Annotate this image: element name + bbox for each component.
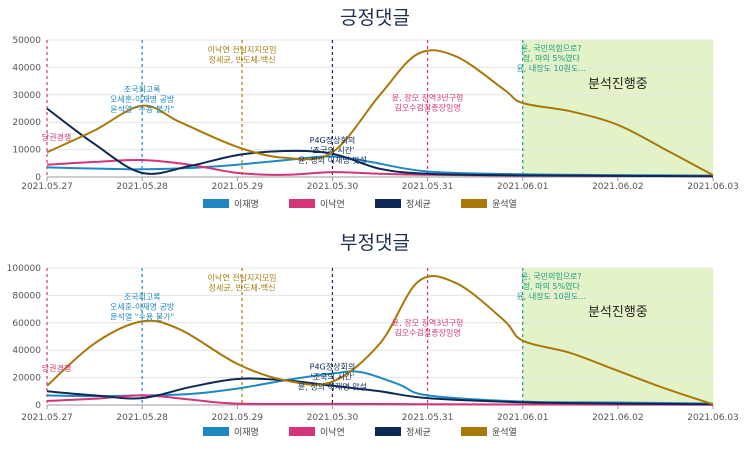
event-annotation-line: 오세훈-이재명 공방 <box>110 94 175 104</box>
series-line-정세균 <box>46 377 714 406</box>
event-annotation-line: 오세훈-이재명 공방 <box>110 302 175 312</box>
event-annotation-line: '조국의 시간' <box>311 371 355 381</box>
x-tick-label: 2021.05.30 <box>307 413 359 423</box>
event-annotation: 윤, 국민의힘으로? 정, 마의 5%였다 윤, 내장도 10원도... <box>516 271 586 301</box>
event-annotation-line: 조국회고록 <box>124 85 161 94</box>
x-tick-label: 2021.05.27 <box>21 182 73 192</box>
event-annotation: 윤, 국민의힘으로? 정, 마의 5%였다 윤, 내장도 10원도... <box>516 43 586 73</box>
event-annotation-line: 김오수검찰총장임명 <box>394 102 460 112</box>
event-annotation-line: P4G정상회의 <box>310 135 356 145</box>
y-tick-label: 0 <box>35 401 41 411</box>
x-tick-label: 2021.05.29 <box>212 413 264 423</box>
legend-label: 정세균 <box>406 427 431 438</box>
legend-label: 이낙연 <box>320 427 345 438</box>
event-annotation-line: 정세균, 반도체-백신 <box>209 282 276 292</box>
legend-label: 윤석열 <box>492 199 517 210</box>
x-tick-label: 2021.05.29 <box>212 182 264 192</box>
event-annotation-line: '조국의 시간' <box>311 145 355 155</box>
legend-label: 이재명 <box>234 427 259 438</box>
event-annotation: P4G정상회의 '조국의 시간' 윤, 정의 이재명 맞설 <box>298 135 367 165</box>
series-line-이낙연 <box>46 394 714 406</box>
legend-swatch <box>375 427 401 436</box>
legend-label: 이낙연 <box>320 199 345 210</box>
y-tick-label: 0 <box>35 173 41 183</box>
x-tick-label: 2021.05.31 <box>402 413 454 423</box>
legend-swatch <box>203 427 229 436</box>
event-annotation-line: 윤, 정의 이재명 맞설 <box>298 155 367 165</box>
x-tick-label: 2021.06.03 <box>687 182 739 192</box>
event-annotation-line: 당권경쟁 <box>42 132 71 142</box>
event-annotation: P4G정상회의 '조국의 시간' 윤, 정의 이재명 맞설 <box>298 361 367 391</box>
shade-label: 분석진행중 <box>588 304 648 320</box>
legend-swatch <box>461 199 487 208</box>
x-tick-label: 2021.06.02 <box>592 413 644 423</box>
x-tick-label: 2021.05.30 <box>307 182 359 192</box>
x-tick-label: 2021.06.02 <box>592 182 644 192</box>
legend-swatch <box>375 199 401 208</box>
y-tick-label: 40000 <box>12 63 41 73</box>
event-annotation-line: 윤, 내장도 10원도... <box>516 291 586 301</box>
event-annotation-line: 정, 마의 5%였다 <box>523 281 581 291</box>
x-tick-label: 2021.06.03 <box>687 413 739 423</box>
x-tick-label: 2021.06.01 <box>497 182 549 192</box>
event-annotation-line: 윤, 국민의힘으로? <box>521 43 582 53</box>
legend-label: 정세균 <box>406 199 431 210</box>
x-tick-label: 2021.06.01 <box>497 413 549 423</box>
chart-1: 0 10000 20000 30000 40000 50000 2021.05.27 2021… <box>12 7 738 210</box>
chart-title: 긍정댓글 <box>340 7 410 29</box>
legend-label: 윤석열 <box>492 427 517 438</box>
y-tick-label: 50000 <box>12 36 41 46</box>
event-annotation-line: 윤, 장모 징역3년구형 <box>392 318 464 328</box>
event-annotation: 당권경쟁 <box>42 132 71 142</box>
event-annotation: 윤, 장모 징역3년구형 김오수검찰총장임명 <box>392 318 464 338</box>
event-annotation-line: 윤, 국민의힘으로? <box>521 271 582 281</box>
event-annotation-line: 정세균, 반도체-백신 <box>209 54 276 64</box>
series-line-윤석열 <box>46 49 714 176</box>
chart-2: 0 20000 40000 60000 80000 100000 2021.05.27 202… <box>7 232 739 438</box>
event-annotation: 윤, 장모 징역3년구형 김오수검찰총장임명 <box>392 92 464 112</box>
event-annotation: 조국회고록 오세훈-이재명 공방 윤석열 "수용 불가" <box>110 85 175 114</box>
legend-swatch <box>289 427 315 436</box>
y-tick-label: 80000 <box>12 291 41 301</box>
y-tick-label: 100000 <box>7 264 42 274</box>
event-annotation-line: 김오수검찰총장임명 <box>394 328 460 338</box>
shade-label: 분석진행중 <box>588 76 648 92</box>
series-line-정세균 <box>46 107 714 178</box>
event-annotation-line: 정, 마의 5%였다 <box>523 53 581 63</box>
event-annotation: 당권경쟁 <box>42 363 71 373</box>
event-annotation-line: 이낙연 전남지지모임 <box>208 272 277 282</box>
event-annotation-line: 윤, 장모 징역3년구형 <box>392 92 464 102</box>
event-annotation-line: 윤, 정의 이재명 맞설 <box>298 381 367 391</box>
event-annotation-line: 이낙연 전남지지모임 <box>208 44 277 54</box>
y-tick-label: 30000 <box>12 91 41 101</box>
event-annotation: 이낙연 전남지지모임 정세균, 반도체-백신 <box>208 44 277 64</box>
event-annotation-line: 윤석열 "수용 불가" <box>110 104 174 114</box>
y-tick-label: 10000 <box>12 146 41 156</box>
event-annotation-line: 당권경쟁 <box>42 363 71 373</box>
series-line-윤석열 <box>46 275 714 406</box>
x-tick-label: 2021.05.28 <box>116 413 168 423</box>
event-annotation-line: 조국회고록 <box>124 293 161 302</box>
y-tick-label: 20000 <box>12 374 41 384</box>
x-tick-label: 2021.05.27 <box>21 413 73 423</box>
event-annotation-line: 윤, 내장도 10원도... <box>516 63 586 73</box>
event-annotation: 조국회고록 오세훈-이재명 공방 윤석열 "수용 불가" <box>110 293 175 322</box>
legend-label: 이재명 <box>234 199 259 210</box>
y-tick-label: 20000 <box>12 118 41 128</box>
y-tick-label: 60000 <box>12 319 41 329</box>
event-annotation-line: 윤석열 "수용 불가" <box>110 312 174 322</box>
event-annotation: 이낙연 전남지지모임 정세균, 반도체-백신 <box>208 272 277 292</box>
legend-swatch <box>289 199 315 208</box>
x-tick-label: 2021.05.28 <box>116 182 168 192</box>
legend-swatch <box>461 427 487 436</box>
chart-title: 부정댓글 <box>340 232 410 254</box>
x-tick-label: 2021.05.31 <box>402 182 454 192</box>
legend-swatch <box>203 199 229 208</box>
analysis-shade <box>522 268 713 405</box>
y-tick-label: 40000 <box>12 346 41 356</box>
event-annotation-line: P4G정상회의 <box>310 361 356 371</box>
